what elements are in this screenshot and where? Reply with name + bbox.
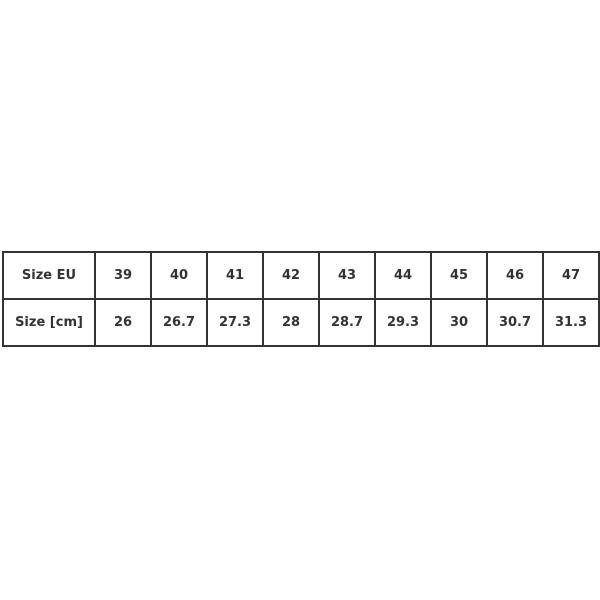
- table-row: Size EU 39 40 41 42 43 44 45 46 47: [2, 251, 600, 300]
- table-row: Size [cm] 26 26.7 27.3 28 28.7 29.3 30 30.7 31.3: [2, 298, 600, 347]
- table-cell: 47: [542, 251, 600, 300]
- row-header: Size EU: [2, 251, 96, 300]
- table-cell: 28.7: [318, 298, 376, 347]
- table-cell: 30.7: [486, 298, 544, 347]
- table-cell: 28: [262, 298, 320, 347]
- table-cell: 26: [94, 298, 152, 347]
- table-cell: 41: [206, 251, 264, 300]
- table-cell: 26.7: [150, 298, 208, 347]
- table-cell: 43: [318, 251, 376, 300]
- table-cell: 39: [94, 251, 152, 300]
- table-cell: 29.3: [374, 298, 432, 347]
- table-cell: 40: [150, 251, 208, 300]
- table-cell: 45: [430, 251, 488, 300]
- size-chart-table: Size EU 39 40 41 42 43 44 45 46 47 Size [cm] 26 26.7…: [2, 251, 600, 347]
- table-cell: 42: [262, 251, 320, 300]
- table-cell: 44: [374, 251, 432, 300]
- table-cell: 46: [486, 251, 544, 300]
- table-cell: 31.3: [542, 298, 600, 347]
- table-cell: 30: [430, 298, 488, 347]
- row-header: Size [cm]: [2, 298, 96, 347]
- table-cell: 27.3: [206, 298, 264, 347]
